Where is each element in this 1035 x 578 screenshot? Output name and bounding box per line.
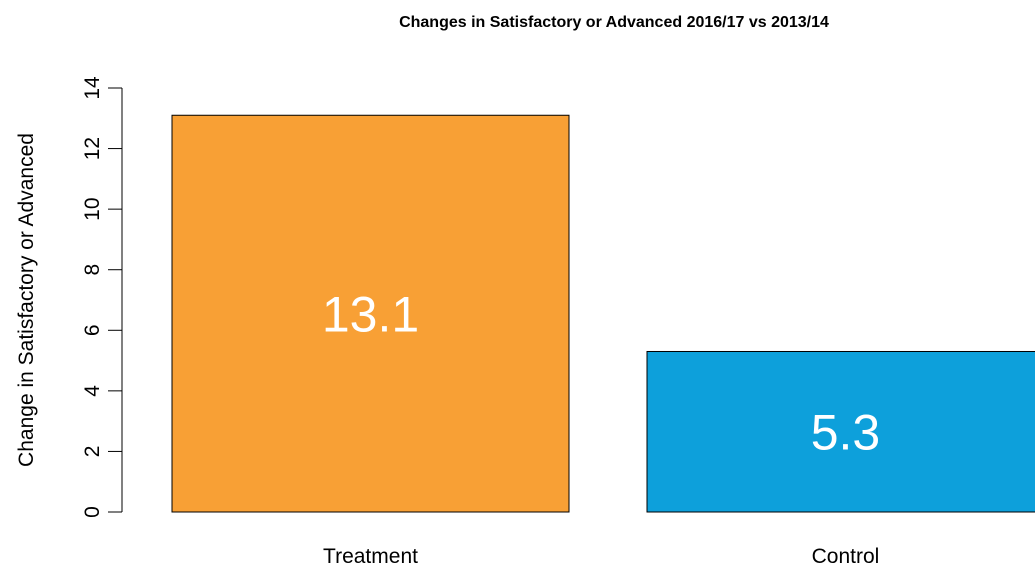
chart-title: Changes in Satisfactory or Advanced 2016…: [399, 14, 829, 31]
bar-value-label: 5.3: [811, 405, 881, 461]
bars: 13.1 Treatment 5.3 Control: [171, 114, 1035, 568]
y-tick-label: 4: [81, 385, 104, 397]
y-tick-label: 2: [81, 446, 104, 458]
y-tick-label: 10: [81, 197, 104, 220]
y-tick-label: 12: [81, 137, 104, 160]
bar: [171, 114, 570, 513]
y-tick-label: 0: [81, 506, 104, 518]
bar: [646, 350, 1035, 513]
y-axis: 0 2 4 6 8 10 12 14: [81, 76, 123, 518]
x-category-label: Control: [812, 545, 880, 568]
y-axis-title: Change in Satisfactory or Advanced: [15, 133, 38, 467]
y-tick-label: 8: [81, 264, 104, 276]
y-tick-label: 14: [81, 76, 104, 100]
y-tick-label: 6: [81, 324, 104, 336]
x-category-label: Treatment: [323, 545, 418, 568]
bar-value-label: 13.1: [322, 287, 419, 343]
